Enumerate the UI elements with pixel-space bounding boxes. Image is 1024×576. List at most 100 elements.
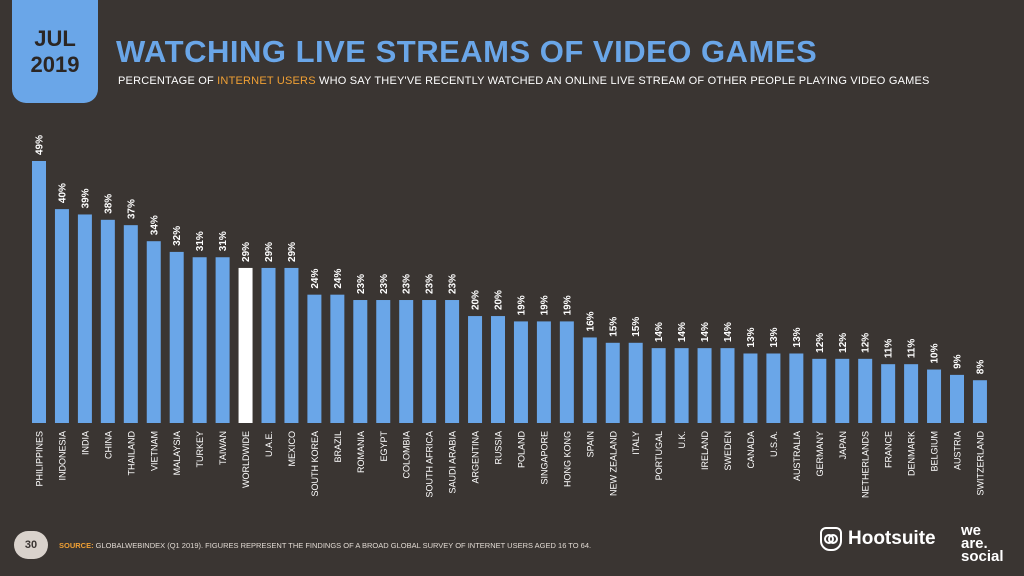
- bar-austria: [950, 374, 964, 423]
- bar-sweden: [720, 348, 735, 423]
- brand-line: are.: [961, 535, 988, 552]
- bar-u-s-a-: [766, 353, 781, 423]
- bar-indonesia: [54, 209, 69, 423]
- bar-new-zealand: [605, 342, 620, 423]
- owl-icon: [820, 527, 842, 551]
- bar-worldwide: [238, 267, 253, 423]
- bar-japan: [835, 358, 850, 423]
- category-label: THAILAND: [126, 431, 136, 476]
- category-label: U.S.A.: [769, 431, 779, 457]
- source-label: SOURCE:: [59, 541, 94, 550]
- value-label: 12%: [815, 333, 826, 353]
- category-label: BELGIUM: [930, 431, 940, 472]
- value-label: 24%: [333, 269, 344, 289]
- bar-philippines: [32, 161, 46, 423]
- category-label: BRAZIL: [333, 431, 343, 463]
- page-number: 30: [14, 531, 48, 559]
- category-label: SPAIN: [585, 431, 595, 457]
- bar-singapore: [536, 321, 551, 423]
- value-label: 13%: [746, 327, 757, 347]
- value-label: 9%: [953, 354, 964, 369]
- value-label: 10%: [930, 343, 941, 363]
- category-label: EGYPT: [379, 431, 389, 462]
- category-label: SOUTH AFRICA: [425, 431, 435, 498]
- value-label: 11%: [884, 339, 895, 359]
- value-label: 13%: [769, 327, 780, 347]
- category-label: FRANCE: [884, 431, 894, 468]
- value-label: 16%: [585, 311, 596, 331]
- value-label: 31%: [218, 231, 229, 251]
- value-label: 49%: [35, 135, 46, 155]
- bar-turkey: [192, 257, 207, 423]
- category-label: POLAND: [516, 431, 526, 469]
- bar-ireland: [697, 348, 712, 423]
- bar-germany: [812, 358, 827, 423]
- category-label: U.K.: [677, 431, 687, 449]
- value-label: 20%: [494, 290, 505, 310]
- subtitle-post: WHO SAY THEY'VE RECENTLY WATCHED AN ONLI…: [315, 75, 930, 87]
- category-label: AUSTRALIA: [792, 431, 802, 481]
- brand-line: we: [961, 522, 982, 539]
- bar-portugal: [651, 348, 666, 423]
- category-label: VIETNAM: [149, 431, 159, 471]
- page-title: WATCHING LIVE STREAMS OF VIDEO GAMES: [116, 34, 818, 69]
- bar-switzerland: [972, 380, 987, 423]
- date-month: JUL: [34, 26, 76, 52]
- subtitle-highlight: INTERNET USERS: [217, 75, 316, 87]
- category-label: NEW ZEALAND: [608, 431, 618, 497]
- value-label: 39%: [80, 188, 91, 208]
- value-label: 29%: [241, 242, 252, 262]
- category-label: CANADA: [746, 431, 756, 469]
- bar-vietnam: [146, 241, 161, 423]
- bar-u-a-e-: [261, 267, 276, 423]
- category-label: TAIWAN: [218, 431, 228, 465]
- value-label: 29%: [287, 242, 298, 262]
- value-label: 23%: [425, 274, 436, 294]
- value-label: 13%: [792, 327, 803, 347]
- category-label: SOUTH KOREA: [310, 431, 320, 497]
- bar-mexico: [284, 267, 299, 423]
- page-subtitle: PERCENTAGE OF INTERNET USERS WHO SAY THE…: [118, 75, 930, 87]
- value-label: 12%: [838, 333, 849, 353]
- category-label: NETHERLANDS: [861, 431, 871, 498]
- value-label: 14%: [700, 322, 711, 342]
- category-label: U.A.E.: [264, 431, 274, 457]
- category-label: MEXICO: [287, 431, 297, 467]
- value-label: 20%: [471, 290, 482, 310]
- value-label: 11%: [907, 339, 918, 359]
- category-label: AUSTRIA: [953, 431, 963, 470]
- value-label: 14%: [677, 322, 688, 342]
- value-label: 40%: [57, 183, 68, 203]
- bar-belgium: [927, 369, 942, 423]
- bar-canada: [743, 353, 758, 423]
- bar-argentina: [468, 316, 483, 423]
- hootsuite-wordmark: Hootsuite: [848, 528, 936, 549]
- bar-france: [881, 364, 896, 423]
- category-label: IRELAND: [700, 431, 710, 471]
- category-label: ARGENTINA: [471, 431, 481, 484]
- bar-china: [100, 219, 115, 423]
- value-label: 32%: [172, 226, 183, 246]
- category-label: INDIA: [80, 431, 90, 455]
- bar-brazil: [330, 294, 345, 423]
- category-label: SAUDI ARABIA: [448, 431, 458, 494]
- bar-romania: [353, 300, 368, 423]
- brand-line: social: [961, 548, 1004, 565]
- value-label: 15%: [608, 317, 619, 337]
- value-label: 19%: [539, 295, 550, 315]
- bar-taiwan: [215, 257, 230, 423]
- value-label: 12%: [861, 333, 872, 353]
- category-label: COLOMBIA: [402, 431, 412, 479]
- bar-australia: [789, 353, 804, 423]
- category-label: MALAYSIA: [172, 431, 182, 475]
- hootsuite-logo: Hootsuite: [820, 527, 936, 551]
- value-label: 14%: [723, 322, 734, 342]
- bar-thailand: [123, 225, 138, 423]
- category-label: TURKEY: [195, 431, 205, 468]
- value-label: 37%: [126, 199, 137, 219]
- category-label: PORTUGAL: [654, 431, 664, 480]
- bar-u-k-: [674, 348, 689, 423]
- category-label: ROMANIA: [356, 431, 366, 473]
- bar-hong-kong: [559, 321, 574, 423]
